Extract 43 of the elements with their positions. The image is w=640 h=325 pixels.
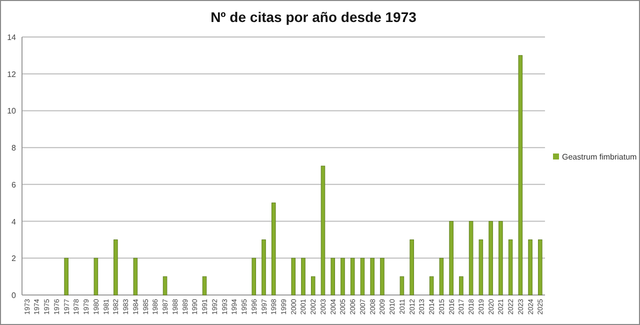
- bar: [459, 276, 464, 296]
- bar: [262, 239, 266, 296]
- bar: [439, 258, 444, 296]
- y-tick-label: 2: [12, 254, 17, 264]
- y-tick-label: 10: [7, 106, 17, 116]
- bar: [538, 239, 542, 296]
- y-tick-label: 4: [12, 217, 17, 226]
- y-tick-label: 12: [7, 70, 17, 79]
- bar: [133, 258, 138, 296]
- bar: [272, 202, 276, 296]
- bar: [410, 239, 414, 296]
- bar: [449, 221, 454, 296]
- y-tick-label: 8: [12, 144, 17, 153]
- bar: [508, 239, 513, 296]
- bar: [291, 258, 296, 296]
- bar: [320, 166, 326, 296]
- bar: [340, 258, 345, 296]
- bar: [400, 276, 404, 296]
- bar: [310, 276, 316, 296]
- bar: [498, 221, 503, 296]
- y-tick-label: 0: [12, 291, 17, 300]
- bar: [518, 55, 523, 296]
- bar: [162, 276, 168, 296]
- bar: [350, 258, 355, 296]
- bar: [370, 258, 374, 296]
- bar: [114, 239, 118, 296]
- bar: [528, 239, 532, 296]
- bar: [429, 276, 434, 296]
- bar: [330, 258, 335, 296]
- bar: [488, 221, 493, 296]
- y-tick-label: 6: [12, 180, 17, 190]
- bar: [94, 258, 98, 296]
- bar: [64, 258, 68, 296]
- bar: [380, 258, 384, 296]
- bar: [360, 258, 365, 296]
- bar: [202, 276, 207, 296]
- bar: [301, 258, 306, 296]
- legend-label: Geastrum fimbriatum: [562, 152, 638, 162]
- bar: [252, 258, 256, 296]
- y-tick-label: 14: [7, 33, 17, 42]
- bar: [478, 239, 484, 296]
- chart-title: Nº de citas por año desde 1973: [210, 9, 417, 25]
- bar: [468, 221, 474, 296]
